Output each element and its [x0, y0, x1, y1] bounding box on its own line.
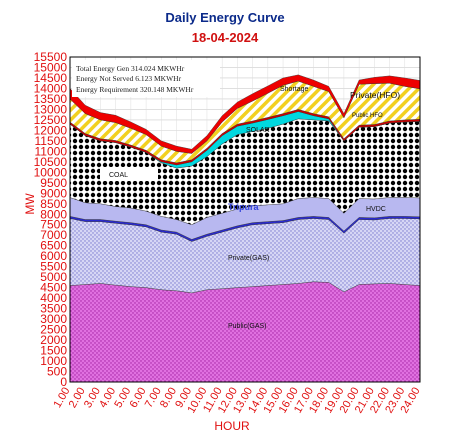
y-tick-label: 3000	[40, 312, 67, 326]
y-tick-label: 13500	[34, 92, 68, 106]
y-tick-label: 7000	[40, 228, 67, 242]
plot-areas	[69, 56, 421, 383]
info-box	[72, 60, 220, 97]
info-line-2: Energy Not Served 6.123 MKWHr	[76, 74, 182, 83]
y-tick-label: 2000	[40, 333, 67, 347]
series-label-shortage: Shortage	[280, 86, 309, 93]
plot-frame	[69, 56, 421, 383]
y-tick-label: 3500	[40, 302, 67, 316]
y-tick-label: 11500	[35, 134, 68, 148]
series-label-public-gas: Public(GAS)	[228, 323, 267, 330]
y-tick-label: 9500	[40, 176, 67, 190]
y-tick-label: 500	[47, 365, 67, 379]
series-label-solar: SOLAR	[246, 127, 270, 134]
y-tick-label: 4500	[40, 281, 67, 295]
y-tick-label: 6000	[40, 249, 67, 263]
y-tick-label: 11000	[35, 144, 68, 158]
chart-subtitle: 18-04-2024	[192, 30, 259, 45]
y-tick-label: 5500	[40, 260, 67, 274]
y-tick-label: 12500	[34, 113, 68, 127]
y-tick-label: 1000	[40, 354, 67, 368]
y-tick-label: 4000	[40, 291, 67, 305]
y-tick-label: 2500	[40, 323, 67, 337]
y-tick-label: 15500	[34, 50, 68, 64]
y-tick-label: 14000	[34, 81, 68, 95]
y-tick-label: 8500	[40, 197, 67, 211]
x-axis-title: HOUR	[214, 419, 250, 433]
y-tick-label: 12000	[34, 123, 68, 137]
y-axis-ticks: 0500100015002000250030003500400045005000…	[34, 50, 68, 389]
y-tick-label: 9000	[40, 186, 67, 200]
series-label-private-hfo: Private(HFO)	[350, 90, 400, 100]
y-tick-label: 15000	[34, 60, 68, 74]
y-axis-title: MW	[23, 193, 37, 215]
chart-title: Daily Energy Curve	[165, 10, 284, 25]
y-tick-label: 6500	[40, 239, 67, 253]
y-tick-label: 10000	[34, 165, 68, 179]
series-label-public-hfo: Public HFO	[352, 113, 383, 119]
coal-label-box	[100, 167, 158, 181]
series-label-tripura: Tripura	[228, 202, 260, 212]
series-label-hvdc: HVDC	[366, 206, 386, 213]
y-tick-label: 0	[60, 375, 67, 389]
y-tick-label: 1500	[40, 344, 67, 358]
y-tick-label: 7500	[40, 218, 67, 232]
y-tick-label: 5000	[40, 270, 67, 284]
x-axis-ticks: 1.002.003.004.005.006.007.008.009.0010.0…	[51, 386, 422, 416]
y-tick-label: 10500	[34, 155, 68, 169]
series-label-coal: COAL	[109, 172, 128, 179]
y-tick-label: 14500	[34, 71, 68, 85]
info-line-3: Energy Requirement 320.148 MKWHr	[76, 85, 194, 94]
info-line-1: Total Energy Gen 314.024 MKWHr	[76, 64, 185, 73]
series-area-public-gas	[69, 281, 421, 383]
series-label-private-gas: Private(GAS)	[228, 255, 269, 262]
y-tick-label: 13000	[34, 102, 68, 116]
y-tick-label: 8000	[40, 207, 67, 221]
